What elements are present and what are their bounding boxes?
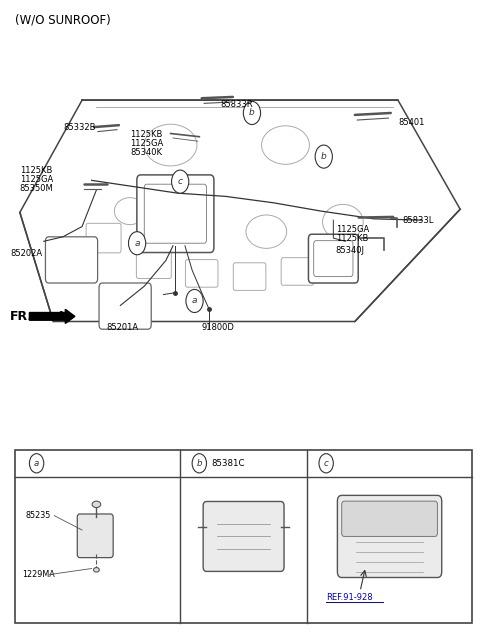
FancyBboxPatch shape xyxy=(137,175,214,253)
FancyBboxPatch shape xyxy=(337,495,442,577)
Circle shape xyxy=(171,170,189,193)
Text: c: c xyxy=(324,459,328,468)
Bar xyxy=(15,450,472,623)
Ellipse shape xyxy=(323,204,363,240)
Text: b: b xyxy=(249,109,255,118)
Text: 85833R: 85833R xyxy=(221,100,253,109)
Text: 1125GA: 1125GA xyxy=(20,175,53,184)
Text: (W/O SUNROOF): (W/O SUNROOF) xyxy=(15,14,111,26)
Text: 1125GA: 1125GA xyxy=(336,224,369,233)
FancyBboxPatch shape xyxy=(314,240,353,276)
Circle shape xyxy=(243,102,261,125)
Text: 85332B: 85332B xyxy=(63,123,96,132)
Ellipse shape xyxy=(262,126,310,165)
FancyBboxPatch shape xyxy=(86,223,121,253)
Text: 85202A: 85202A xyxy=(10,249,42,258)
FancyBboxPatch shape xyxy=(99,283,151,329)
Text: c: c xyxy=(178,177,183,186)
Ellipse shape xyxy=(114,197,145,224)
Ellipse shape xyxy=(246,215,287,248)
Text: 1125KB: 1125KB xyxy=(20,167,52,176)
Circle shape xyxy=(186,289,203,312)
Circle shape xyxy=(29,454,44,473)
Text: b: b xyxy=(321,152,326,161)
Text: 85350M: 85350M xyxy=(20,184,54,193)
Text: REF.91-928: REF.91-928 xyxy=(326,593,373,602)
FancyBboxPatch shape xyxy=(309,234,358,283)
FancyBboxPatch shape xyxy=(136,249,171,278)
Text: 1125KB: 1125KB xyxy=(336,233,368,242)
Circle shape xyxy=(129,231,146,255)
Text: 1125GA: 1125GA xyxy=(130,139,163,148)
Text: b: b xyxy=(197,459,202,468)
FancyBboxPatch shape xyxy=(233,263,266,291)
FancyBboxPatch shape xyxy=(144,184,206,243)
FancyBboxPatch shape xyxy=(46,237,97,283)
Ellipse shape xyxy=(94,568,99,572)
FancyBboxPatch shape xyxy=(342,501,437,536)
Circle shape xyxy=(319,454,333,473)
Ellipse shape xyxy=(92,501,101,507)
Text: a: a xyxy=(192,296,197,305)
FancyBboxPatch shape xyxy=(281,258,314,285)
FancyArrow shape xyxy=(29,309,75,323)
Text: a: a xyxy=(134,239,140,248)
Text: 85401: 85401 xyxy=(398,118,424,127)
Text: 1125KB: 1125KB xyxy=(130,130,162,139)
FancyBboxPatch shape xyxy=(185,260,218,287)
Text: a: a xyxy=(34,459,39,468)
Text: 85381C: 85381C xyxy=(211,459,245,468)
Text: 85833L: 85833L xyxy=(403,215,434,224)
Text: 85340J: 85340J xyxy=(336,246,365,255)
Text: 85340K: 85340K xyxy=(130,148,162,157)
Text: 85201A: 85201A xyxy=(106,323,138,332)
FancyBboxPatch shape xyxy=(203,502,284,572)
Text: FR.: FR. xyxy=(10,310,34,323)
FancyBboxPatch shape xyxy=(77,514,113,557)
Text: 85235: 85235 xyxy=(25,511,51,520)
Circle shape xyxy=(192,454,206,473)
Text: 1229MA: 1229MA xyxy=(22,570,55,579)
Circle shape xyxy=(315,145,332,168)
Text: 91800D: 91800D xyxy=(202,323,235,332)
Ellipse shape xyxy=(144,124,197,166)
